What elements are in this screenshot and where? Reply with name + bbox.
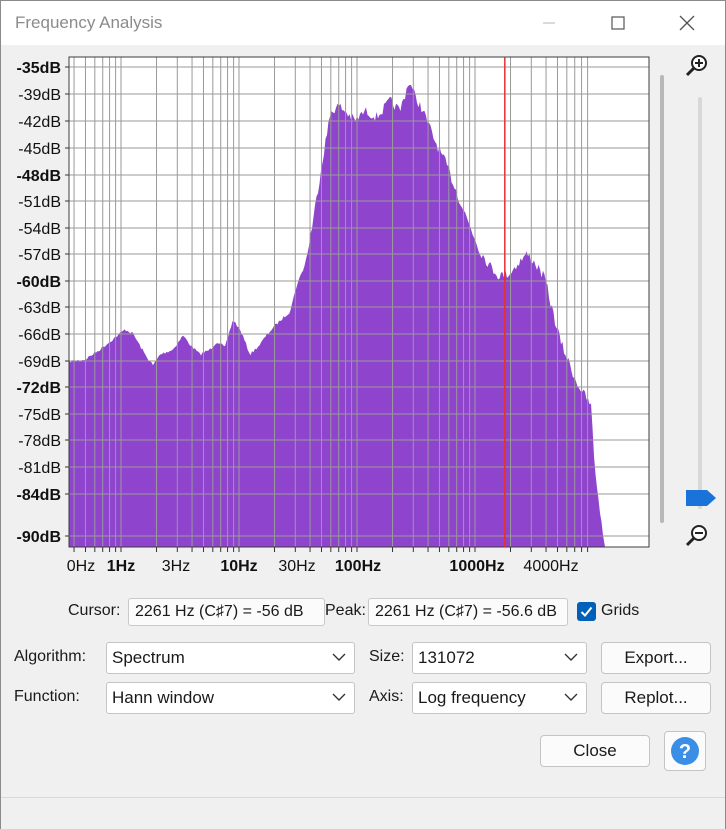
chevron-down-icon [332, 653, 346, 661]
zoom-slider-track[interactable] [698, 97, 702, 509]
y-tick-label: -72dB [17, 380, 61, 397]
x-tick-label: 4000Hz [523, 558, 578, 575]
window-title: Frequency Analysis [15, 13, 163, 32]
grids-checkbox[interactable] [577, 602, 596, 621]
x-tick-label: 0Hz [67, 558, 95, 575]
y-tick-label: -84dB [17, 487, 61, 504]
status-bar [1, 797, 725, 829]
y-tick-label: -60dB [17, 274, 61, 291]
x-tick-label: 1Hz [107, 558, 135, 575]
axis-label: Axis: [369, 688, 404, 705]
cursor-value-field: 2261 Hz (C♯7) = -56 dB [128, 598, 325, 626]
grids-label: Grids [601, 602, 640, 619]
spectrum-plot[interactable]: -35dB -39dB -42dB -45dB -48dB -51dB -54dB -57dB… [5, 49, 651, 579]
cursor-label: Cursor: [68, 602, 121, 619]
y-tick-label: -57dB [18, 247, 61, 264]
y-tick-label: -63dB [18, 300, 61, 317]
y-tick-label: -35dB [17, 60, 61, 77]
y-tick-label: -42dB [18, 114, 61, 131]
svg-text:?: ? [679, 741, 691, 763]
spectrum-plot-area: -35dB -39dB -42dB -45dB -48dB -51dB -54dB -57dB… [5, 49, 651, 579]
y-tick-label: -54dB [18, 221, 61, 238]
size-label: Size: [369, 648, 405, 665]
axis-select[interactable]: Log frequency [412, 682, 587, 714]
chevron-down-icon [564, 653, 578, 661]
minimize-button[interactable] [529, 7, 569, 39]
x-tick-label: 100Hz [335, 558, 381, 575]
zoom-in-icon[interactable] [684, 53, 710, 79]
y-tick-label: -90dB [17, 529, 61, 546]
peak-value-field: 2261 Hz (C♯7) = -56.6 dB [368, 598, 568, 626]
chevron-down-icon [332, 693, 346, 701]
axis-value: Log frequency [418, 688, 526, 707]
help-button[interactable]: ? [664, 731, 706, 771]
y-tick-label: -69dB [18, 354, 61, 371]
close-window-button[interactable] [667, 7, 707, 39]
close-icon [679, 15, 695, 31]
help-icon: ? [671, 737, 699, 765]
x-tick-label: 30Hz [278, 558, 315, 575]
function-select[interactable]: Hann window [106, 682, 355, 714]
size-value: 131072 [418, 648, 475, 667]
y-tick-label: -48dB [17, 168, 61, 185]
plot-vertical-scrollbar[interactable] [660, 75, 664, 523]
y-tick-label: -45dB [18, 141, 61, 158]
close-button[interactable]: Close [540, 735, 650, 767]
chevron-down-icon [564, 693, 578, 701]
y-tick-label: -78dB [18, 433, 61, 450]
y-tick-label: -81dB [18, 460, 61, 477]
algorithm-select[interactable]: Spectrum [106, 642, 355, 674]
function-label: Function: [14, 688, 80, 705]
minimize-icon [543, 22, 555, 24]
maximize-icon [611, 16, 625, 30]
x-tick-label: 3Hz [162, 558, 190, 575]
y-tick-label: -51dB [18, 194, 61, 211]
peak-label: Peak: [325, 602, 366, 619]
replot-button[interactable]: Replot... [601, 682, 711, 714]
size-select[interactable]: 131072 [412, 642, 587, 674]
plot-border [68, 56, 650, 548]
y-tick-label: -39dB [18, 87, 61, 104]
y-tick-label: -75dB [18, 407, 61, 424]
function-value: Hann window [112, 688, 215, 707]
export-button[interactable]: Export... [601, 642, 711, 674]
algorithm-value: Spectrum [112, 648, 185, 667]
y-tick-label: -66dB [18, 327, 61, 344]
x-tick-label: 10Hz [220, 558, 257, 575]
checkmark-icon [580, 606, 593, 617]
zoom-slider-thumb[interactable] [685, 488, 717, 508]
title-bar: Frequency Analysis [1, 1, 725, 45]
algorithm-label: Algorithm: [14, 648, 87, 665]
zoom-out-icon[interactable] [684, 523, 710, 549]
maximize-button[interactable] [598, 7, 638, 39]
x-tick-label: 1000Hz [449, 558, 504, 575]
